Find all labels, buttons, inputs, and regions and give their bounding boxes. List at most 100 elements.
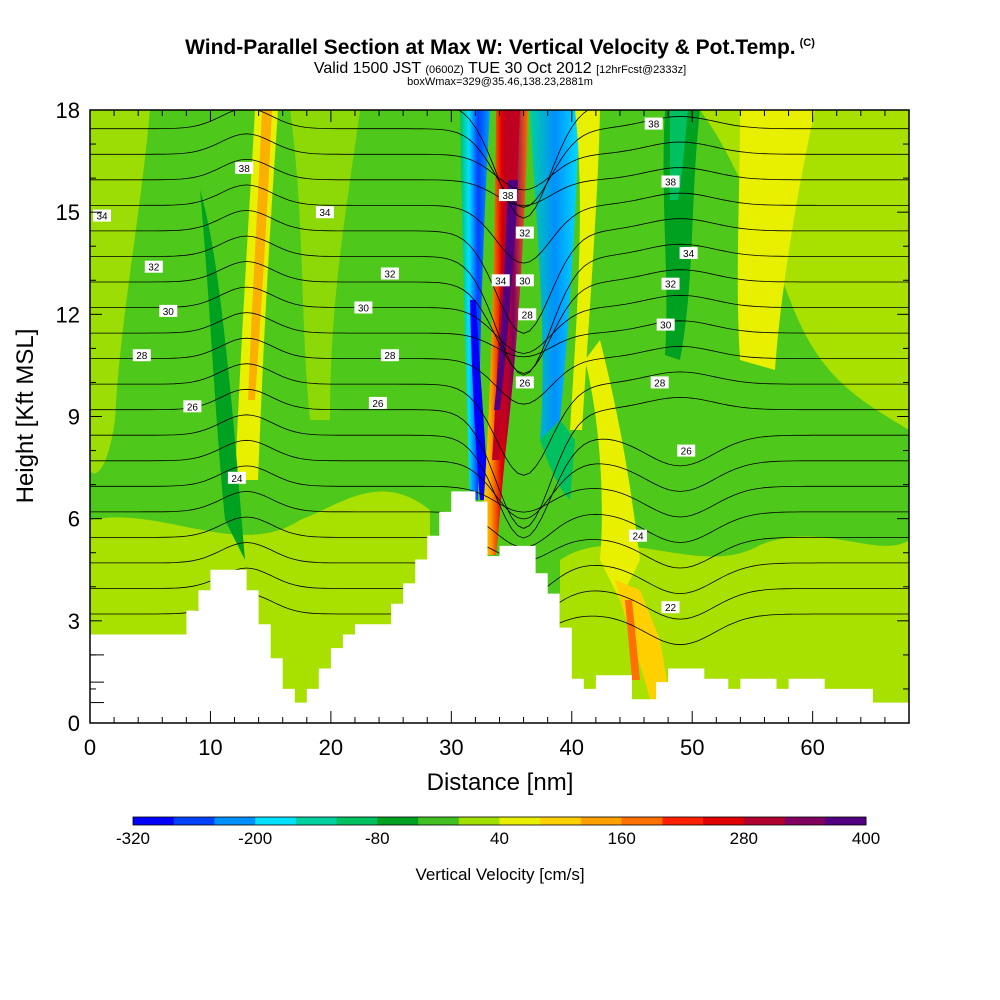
isentrope-label: 38 <box>661 175 680 189</box>
isentrope-label: 30 <box>656 318 675 332</box>
colorbar-swatch <box>580 817 623 825</box>
isentrope-label-text: 30 <box>519 276 531 287</box>
isentrope-label-text: 22 <box>665 603 677 614</box>
isentrope-label-bg <box>515 226 534 239</box>
x-tick-label: 20 <box>319 735 343 760</box>
isentrope-label: 32 <box>661 277 680 291</box>
downdraft-right-lower <box>540 420 575 500</box>
isentrope-label: 28 <box>132 349 151 362</box>
isentrope-label-bg <box>227 471 246 484</box>
isentrope-label-text: 28 <box>522 310 534 321</box>
isentrope-label-text: 30 <box>358 304 370 315</box>
colorbar-tick-label: -320 <box>116 829 150 848</box>
colorbar-tick-label: 280 <box>730 829 758 848</box>
x-tick-label: 60 <box>800 735 824 760</box>
x-tick-label: 30 <box>439 735 463 760</box>
isentrope-line <box>90 312 909 358</box>
y-tick-label: 15 <box>56 200 80 225</box>
colorbar-swatch <box>703 817 745 825</box>
valid-time-utc: (0600Z) <box>425 64 464 76</box>
yellow-patch-45 <box>585 340 640 600</box>
colorbar-swatch <box>255 817 297 825</box>
yellow-right-of-downdraft <box>570 110 600 430</box>
isentrope-label: 24 <box>227 471 246 485</box>
isentrope-label: 28 <box>380 349 399 362</box>
colorbar-swatch <box>173 817 215 825</box>
colorbar-swatch <box>621 817 663 825</box>
isentrope-label: 34 <box>679 247 698 260</box>
y-axis: 0 3 6 9 12 15 18 <box>56 98 909 736</box>
isentrope-line <box>90 210 909 334</box>
copyright-mark: (C) <box>799 37 815 49</box>
box-wmax-info: boxWmax=329@35.46,138.23,2881m <box>407 76 593 88</box>
isentrope-label-text: 24 <box>632 532 644 543</box>
isentrope-label: 26 <box>368 396 387 410</box>
isentrope-label: 38 <box>644 117 663 131</box>
valid-time-main: Valid 1500 JST <box>313 60 421 77</box>
isentrope-line <box>457 110 589 219</box>
colorbar-tick-label: 400 <box>852 829 880 848</box>
isentrope-label-bg <box>315 206 334 219</box>
x-tick-label: 10 <box>198 735 222 760</box>
x-axis: 0 10 20 30 40 50 60 <box>84 110 910 760</box>
isentrope-label-bg <box>650 376 669 389</box>
left-light-patch <box>90 110 150 474</box>
isentrope-label: 26 <box>183 400 202 413</box>
isentrope-label-bg <box>144 260 163 273</box>
chart-title: Wind-Parallel Section at Max W: Vertical… <box>0 36 1000 60</box>
isentrope-label-text: 28 <box>136 351 148 362</box>
isentrope-label-text: 26 <box>372 399 384 410</box>
colorbar-swatch <box>825 817 867 825</box>
forecast-info: [12hrFcst@2333z] <box>596 64 687 76</box>
chart-title-text: Wind-Parallel Section at Max W: Vertical… <box>185 36 796 59</box>
isentrope-label: 26 <box>515 376 534 389</box>
isentrope-label-bg <box>498 189 517 202</box>
isentrope-label-bg <box>380 349 399 362</box>
y-tick-label: 12 <box>56 302 80 327</box>
isentrope-label-text: 34 <box>495 276 507 287</box>
colorbar-swatch <box>377 817 419 825</box>
y-tick-label: 9 <box>68 405 80 430</box>
isentrope-label-bg <box>183 400 202 413</box>
isentrope-label-text: 34 <box>319 208 331 219</box>
isentrope-label-bg <box>235 161 254 174</box>
y-tick-label: 6 <box>68 507 80 532</box>
isentrope-label-text: 38 <box>665 178 677 189</box>
colorbar-swatch <box>662 817 704 825</box>
isentrope-label-bg <box>368 396 387 409</box>
isentrope-label: 32 <box>515 226 534 240</box>
colorbar-swatch <box>743 817 785 825</box>
isentrope-label-bg <box>677 444 696 457</box>
isentrope-label: 34 <box>491 274 510 287</box>
left-orange-core <box>248 110 272 400</box>
colorbar-swatch <box>784 817 826 825</box>
isentrope-label: 26 <box>677 444 696 458</box>
isentrope-label: 32 <box>380 267 399 281</box>
isentrope-line <box>90 465 909 518</box>
isentrope-label-text: 24 <box>231 474 243 485</box>
isentrope-label-text: 30 <box>163 307 175 318</box>
isentrope-label-text: 38 <box>648 120 660 131</box>
isentrope-label-text: 26 <box>519 378 531 389</box>
valid-time-line: Valid 1500 JST (0600Z) TUE 30 Oct 2012 [… <box>0 60 1000 78</box>
isentrope-label-text: 32 <box>665 280 677 291</box>
isentrope-label: 28 <box>650 376 669 389</box>
isentrope-label-bg <box>661 277 680 290</box>
isentrope-line <box>90 363 909 476</box>
y-axis-label: Height [Kft MSL] <box>12 329 39 504</box>
y-tick-label: 3 <box>68 609 80 634</box>
colorbar: -320 -200 -80 40 160 280 400 <box>116 816 880 848</box>
isentrope-line <box>90 414 909 539</box>
left-dark-band <box>200 190 245 560</box>
isentrope-label-bg <box>661 601 680 614</box>
mid-light-patch <box>290 110 360 420</box>
isentrope-label-text: 32 <box>519 229 531 240</box>
colorbar-swatch <box>336 817 378 825</box>
isentrope-line <box>90 388 909 529</box>
isentrope-label-text: 38 <box>239 164 251 175</box>
isentrope-label-text: 32 <box>384 270 396 281</box>
isentrope-label: 30 <box>515 274 534 287</box>
isentrope-label-bg <box>679 247 698 259</box>
isentrope-label: 38 <box>235 161 254 175</box>
